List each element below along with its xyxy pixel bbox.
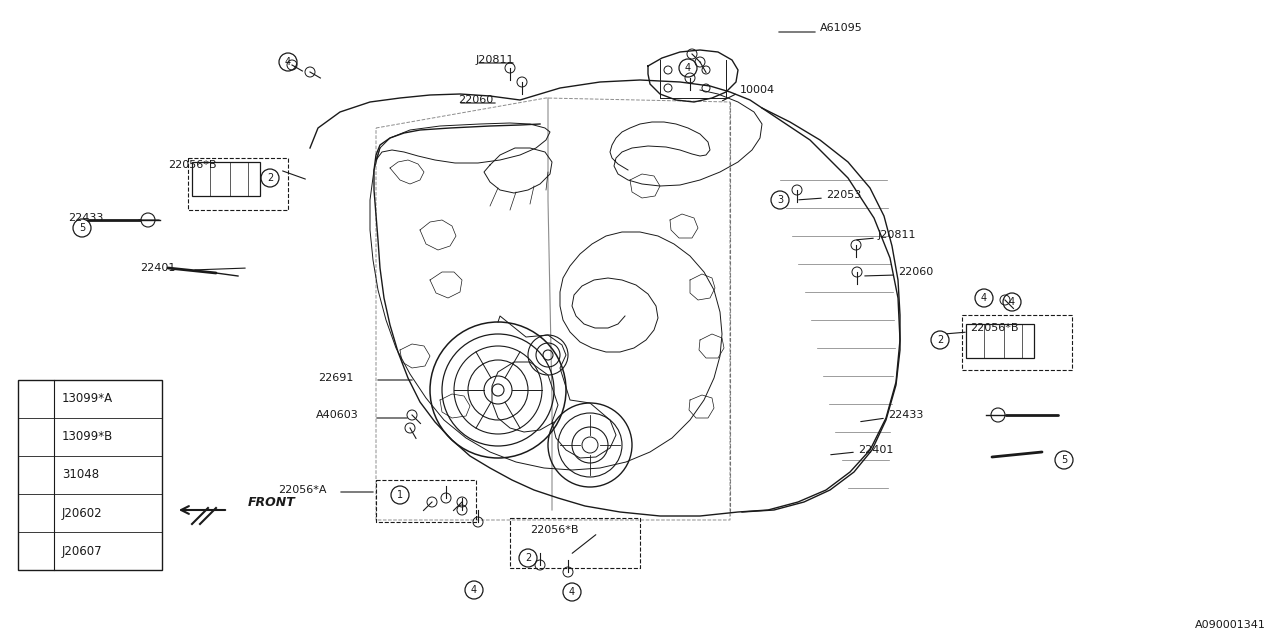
Bar [376, 480, 476, 522]
Text: 22433: 22433 [888, 410, 923, 420]
Text: 13099*B: 13099*B [61, 431, 113, 444]
Text: 22401: 22401 [140, 263, 175, 273]
Text: 13099*A: 13099*A [61, 392, 113, 406]
Text: 22053: 22053 [826, 190, 861, 200]
Text: 22060: 22060 [899, 267, 933, 277]
Text: 4: 4 [285, 57, 291, 67]
Text: 4: 4 [568, 587, 575, 597]
Text: 22433: 22433 [68, 213, 104, 223]
Text: A090001341: A090001341 [1196, 620, 1266, 630]
Text: 5: 5 [1061, 455, 1068, 465]
Bar [18, 380, 163, 570]
Bar [192, 162, 260, 196]
Text: J20811: J20811 [476, 55, 515, 65]
Text: 22056*B: 22056*B [168, 160, 216, 170]
Text: 3: 3 [33, 470, 40, 480]
Text: 22060: 22060 [458, 95, 493, 105]
Text: A61095: A61095 [820, 23, 863, 33]
Text: 2: 2 [937, 335, 943, 345]
Bar [509, 518, 640, 568]
Text: 4: 4 [471, 585, 477, 595]
Text: 5: 5 [79, 223, 86, 233]
Text: 4: 4 [685, 63, 691, 73]
Text: J20811: J20811 [878, 230, 916, 240]
Text: 2: 2 [525, 553, 531, 563]
Text: 22056*A: 22056*A [278, 485, 326, 495]
Text: 22056*B: 22056*B [970, 323, 1019, 333]
Text: J20602: J20602 [61, 506, 102, 520]
Text: 5: 5 [33, 546, 40, 556]
Text: 4: 4 [33, 508, 40, 518]
Text: 22401: 22401 [858, 445, 893, 455]
Text: 10004: 10004 [740, 85, 776, 95]
Text: 3: 3 [777, 195, 783, 205]
Text: J20607: J20607 [61, 545, 102, 557]
Text: 31048: 31048 [61, 468, 99, 481]
Text: FRONT: FRONT [248, 495, 296, 509]
Bar [966, 324, 1034, 358]
Text: 1: 1 [397, 490, 403, 500]
Bar [963, 315, 1073, 370]
Text: 2: 2 [266, 173, 273, 183]
Text: 22691: 22691 [317, 373, 353, 383]
Text: 1: 1 [33, 394, 40, 404]
Text: 4: 4 [1009, 297, 1015, 307]
Text: 22056*B: 22056*B [530, 525, 579, 535]
Bar [188, 158, 288, 210]
Text: 2: 2 [33, 432, 40, 442]
Text: 4: 4 [980, 293, 987, 303]
Text: A40603: A40603 [316, 410, 358, 420]
